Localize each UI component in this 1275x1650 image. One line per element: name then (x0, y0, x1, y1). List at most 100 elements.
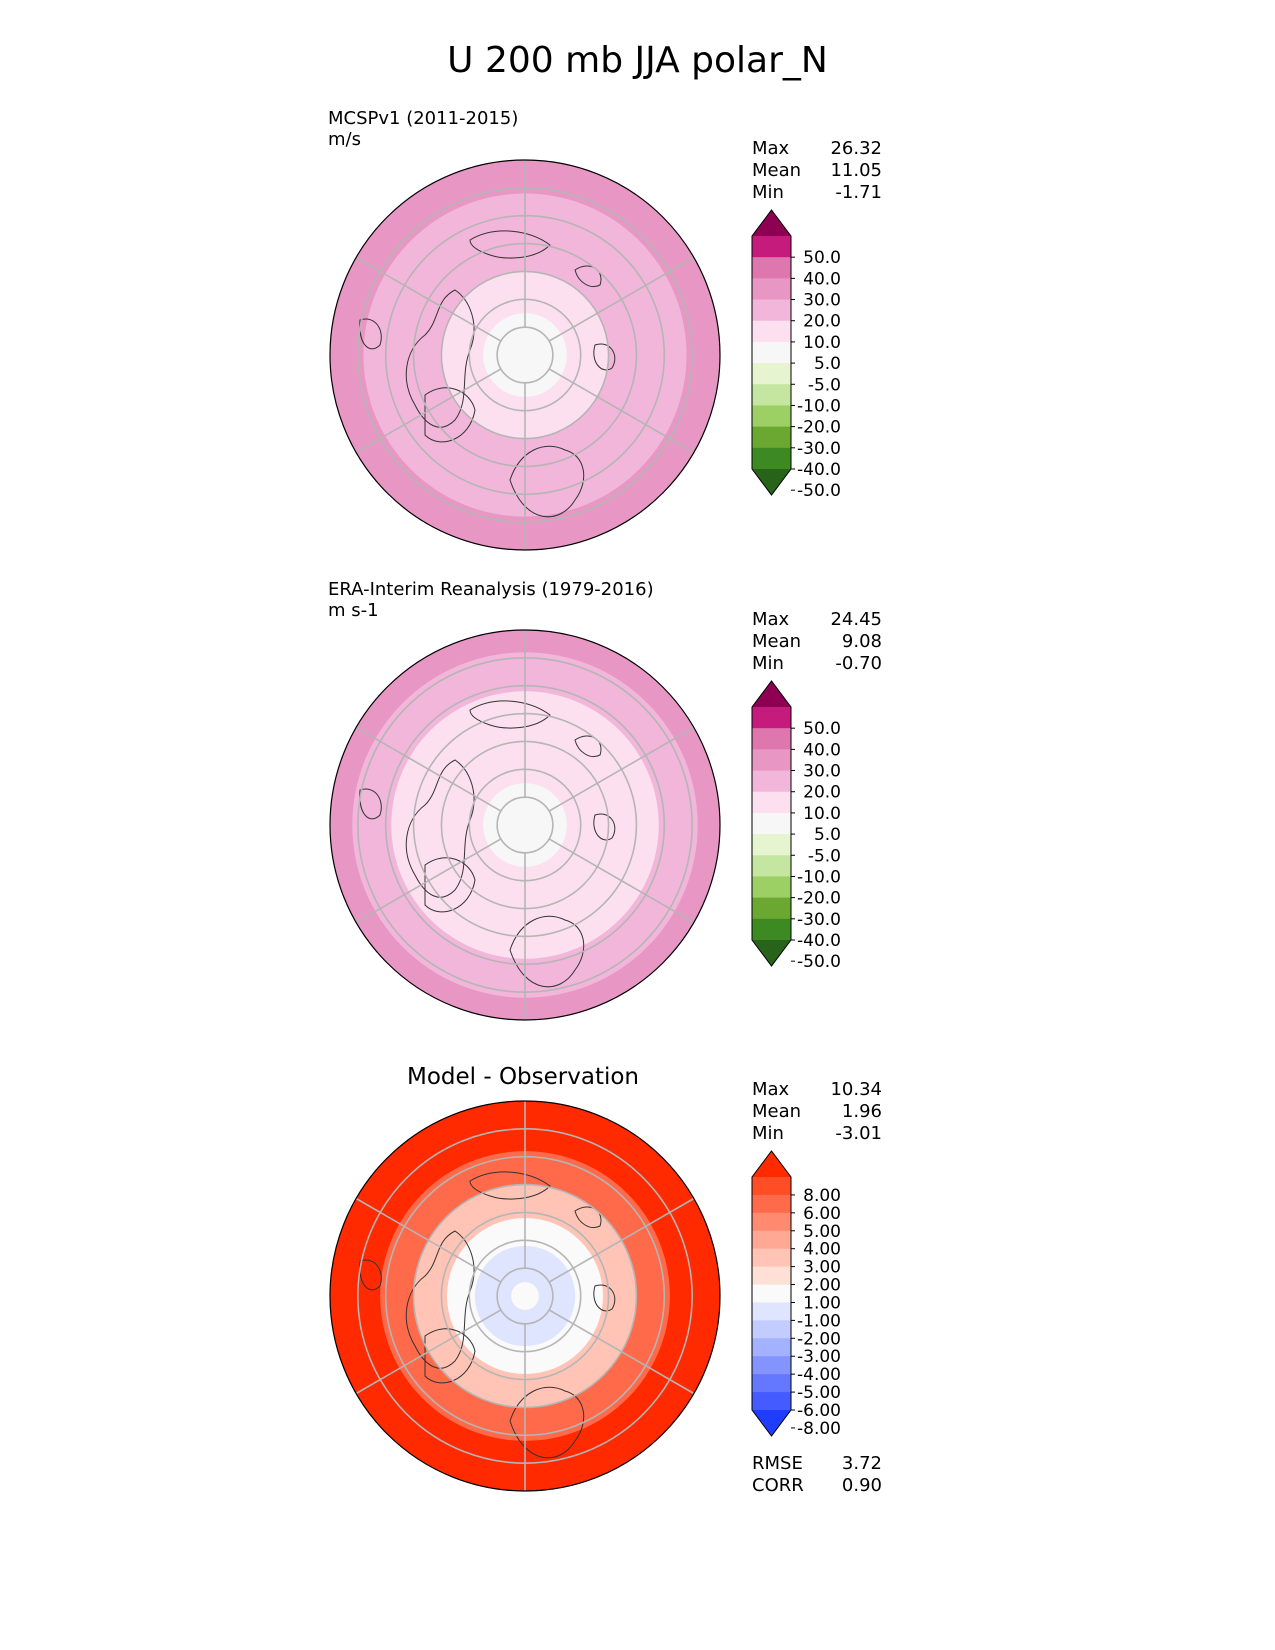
colorbar-segment (752, 1212, 791, 1232)
colorbar-tick-label: -30.0 (797, 439, 841, 459)
meridian-gridline (548, 1197, 695, 1283)
metric-value: 3.72 (841, 1453, 882, 1474)
stat-mean-row: Mean 9.08 (752, 631, 882, 653)
colorbar-segment (752, 384, 791, 406)
colorbar-segment (752, 447, 791, 470)
stat-value: 24.45 (830, 609, 882, 630)
meridian-gridline (355, 368, 502, 454)
colorbar-extend-max (752, 681, 791, 707)
colorbar-segment (752, 1338, 791, 1357)
coastline (574, 265, 602, 287)
colorbar-tick-label: -3.00 (797, 1347, 841, 1367)
stat-label: Mean (752, 160, 802, 181)
colorbar-tick-label: 10.0 (803, 333, 841, 353)
colorbar-extend-min (752, 469, 791, 495)
colorbar-tick-label: 50.0 (803, 248, 841, 268)
polar-map-difference (329, 1100, 721, 1492)
colorbar-segment (752, 1320, 791, 1339)
coastline (424, 1328, 476, 1384)
stat-label: Mean (752, 631, 802, 652)
panel-2-units: m s-1 (328, 600, 379, 621)
stat-mean-row: Mean 11.05 (752, 160, 882, 182)
colorbar-segment (752, 1374, 791, 1393)
stat-value: 26.32 (830, 138, 882, 159)
colorbar-tick-label: 50.0 (803, 719, 841, 739)
colorbar-tick-label: 40.0 (803, 269, 841, 289)
metric-label: CORR (752, 1475, 804, 1496)
colorbar-segment (752, 320, 791, 343)
coastline (574, 1206, 602, 1228)
stat-value: -0.70 (835, 653, 882, 674)
metric-value: 0.90 (841, 1475, 882, 1496)
colorbar-segment (752, 728, 791, 750)
colorbar-segment (752, 1248, 791, 1268)
colorbar-tick-label: -20.0 (797, 418, 841, 438)
colorbar-segment (752, 897, 791, 920)
stat-value: -3.01 (835, 1123, 882, 1144)
colorbar-tick-label: 20.0 (803, 783, 841, 803)
meridian-gridline (355, 726, 502, 812)
colorbar-segment (752, 707, 791, 729)
stat-min-row: Min -0.70 (752, 653, 882, 675)
coastline (405, 759, 475, 898)
meridian-gridline (548, 726, 695, 812)
stat-label: Mean (752, 1101, 802, 1122)
panel-1-units: m/s (328, 129, 361, 150)
stat-value: 9.08 (841, 631, 882, 652)
coastline (359, 1259, 382, 1291)
coastline (509, 915, 585, 988)
stat-max-row: Max 26.32 (752, 138, 882, 160)
colorbar-segment (752, 918, 791, 941)
stat-label: Min (752, 1123, 784, 1144)
panel-3-title: Model - Observation (406, 1064, 640, 1090)
metric-corr-row: CORR 0.90 (752, 1475, 882, 1497)
colorbar-tick-label: 5.00 (803, 1222, 841, 1242)
colorbar-segment (752, 426, 791, 449)
coastline (469, 230, 551, 259)
stat-value: 11.05 (830, 160, 882, 181)
colorbar-tick-label: -40.0 (797, 460, 841, 480)
map-boundary (329, 1100, 721, 1492)
colorbar-tick-label: -10.0 (797, 396, 841, 416)
panel-1-stats: Max 26.32 Mean 11.05 Min -1.71 (752, 138, 882, 204)
coastline (359, 788, 382, 820)
stat-value: -1.71 (835, 182, 882, 203)
meridian-gridline (355, 838, 502, 924)
stat-min-row: Min -3.01 (752, 1123, 882, 1145)
colorbar-segment (752, 876, 791, 899)
colorbar-tick-label: -5.00 (797, 1383, 841, 1403)
meridian-gridline (548, 256, 695, 342)
panel-1-title: MCSPv1 (2011-2015) (328, 108, 519, 129)
colorbar-segment (752, 834, 791, 856)
colorbar-tick-label: 30.0 (803, 762, 841, 782)
coastline (469, 700, 551, 729)
colorbar-segment (752, 1177, 791, 1196)
coastline (509, 445, 585, 518)
colorbar-tick-label: 1.00 (803, 1293, 841, 1313)
meridian-gridline (355, 1309, 502, 1395)
meridian-gridline (355, 1197, 502, 1283)
colorbar-segment (752, 855, 791, 877)
stat-label: Min (752, 182, 784, 203)
coastline (574, 735, 602, 757)
panel-3-stats: Max 10.34 Mean 1.96 Min -3.01 (752, 1079, 882, 1145)
colorbar-tick-label: -50.0 (797, 481, 841, 501)
colorbar-extend-max (752, 1151, 791, 1177)
colorbar-tick-label: 4.00 (803, 1240, 841, 1260)
colorbar-segment (752, 1284, 791, 1303)
stat-max-row: Max 24.45 (752, 609, 882, 631)
meridian-gridline (548, 1309, 695, 1395)
meridian-gridline (548, 368, 695, 454)
map-zone (483, 783, 567, 867)
colorbar-tick-label: -20.0 (797, 889, 841, 909)
stat-value: 1.96 (841, 1101, 882, 1122)
colorbar-segment (752, 405, 791, 428)
colorbar-tick-label: 20.0 (803, 312, 841, 332)
colorbar-tick-label: 10.0 (803, 804, 841, 824)
coastline (359, 318, 382, 350)
colorbar-segment (752, 1230, 791, 1250)
stat-min-row: Min -1.71 (752, 182, 882, 204)
figure-title: U 200 mb JJA polar_N (447, 40, 828, 81)
colorbar-tick-label: -10.0 (797, 867, 841, 887)
colorbar-tick-label: 3.00 (803, 1258, 841, 1278)
